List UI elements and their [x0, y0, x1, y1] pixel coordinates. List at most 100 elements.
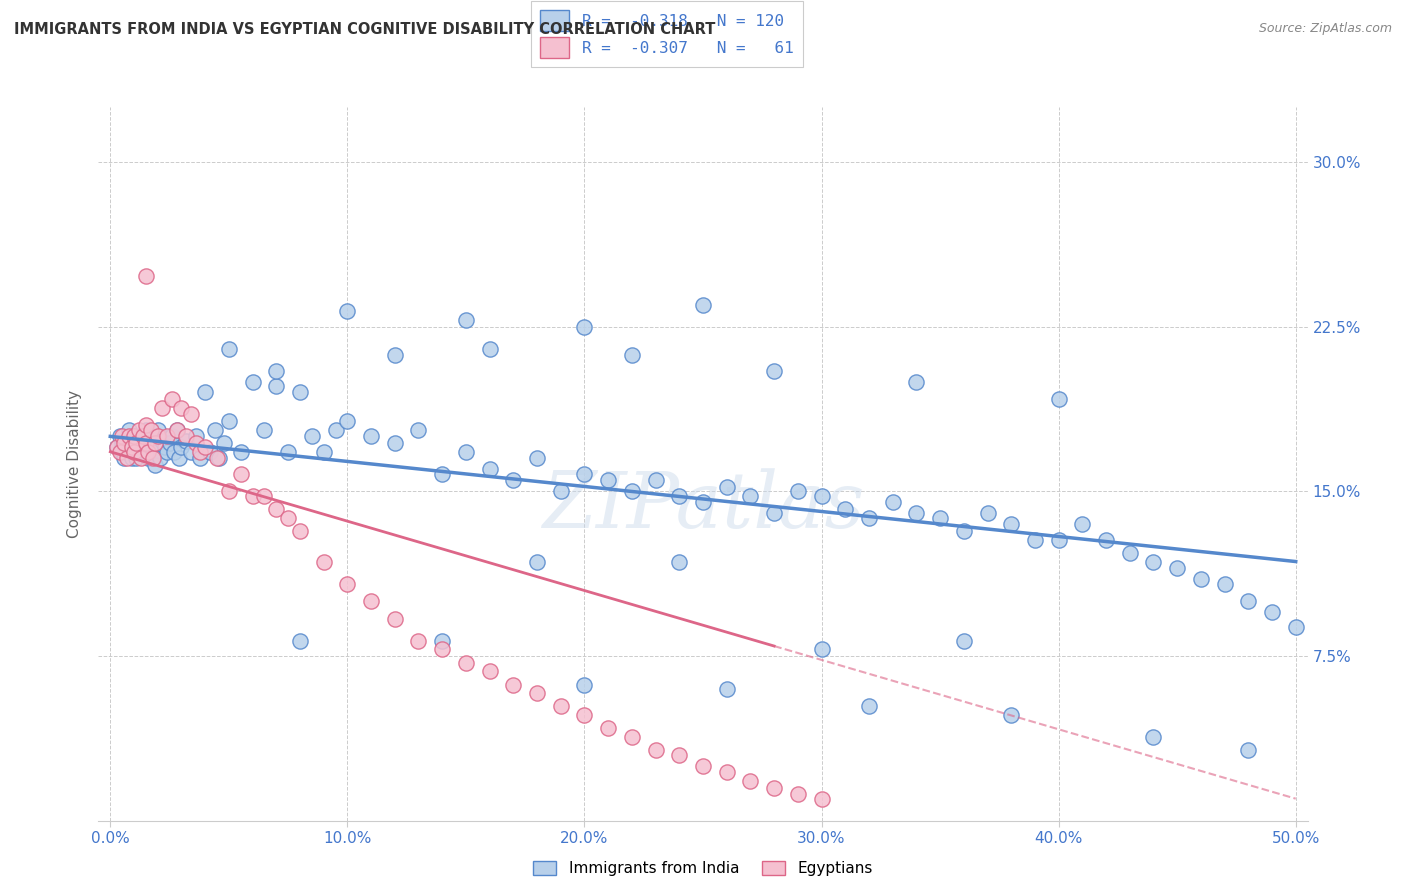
Point — [408, 423, 430, 437]
Point — [105, 441, 128, 455]
Point — [108, 429, 131, 443]
Point — [574, 319, 596, 334]
Point — [810, 489, 832, 503]
Point — [1119, 546, 1142, 560]
Point — [1142, 730, 1164, 744]
Point — [125, 436, 148, 450]
Point — [384, 436, 406, 450]
Point — [218, 484, 240, 499]
Point — [129, 451, 152, 466]
Point — [763, 780, 786, 795]
Point — [122, 436, 145, 450]
Point — [905, 375, 928, 389]
Point — [135, 436, 157, 450]
Point — [929, 510, 952, 524]
Point — [156, 444, 179, 458]
Point — [312, 444, 335, 458]
Point — [194, 441, 217, 455]
Point — [668, 555, 690, 569]
Point — [432, 642, 454, 657]
Point — [644, 743, 666, 757]
Point — [149, 451, 172, 466]
Point — [167, 451, 190, 466]
Point — [384, 348, 406, 362]
Point — [1189, 572, 1212, 586]
Point — [142, 444, 165, 458]
Point — [763, 363, 786, 377]
Point — [550, 484, 572, 499]
Point — [170, 401, 193, 415]
Point — [1000, 708, 1022, 723]
Point — [1047, 533, 1070, 547]
Point — [190, 451, 212, 466]
Point — [118, 429, 141, 443]
Point — [146, 429, 169, 443]
Point — [135, 418, 157, 433]
Point — [163, 444, 186, 458]
Point — [526, 555, 548, 569]
Y-axis label: Cognitive Disability: Cognitive Disability — [67, 390, 83, 538]
Point — [198, 444, 221, 458]
Point — [152, 434, 174, 448]
Point — [152, 401, 174, 415]
Point — [325, 423, 347, 437]
Point — [502, 473, 524, 487]
Point — [153, 441, 176, 455]
Point — [763, 506, 786, 520]
Point — [264, 379, 287, 393]
Legend: R =  -0.318   N = 120, R =  -0.307   N =   61: R = -0.318 N = 120, R = -0.307 N = 61 — [530, 1, 803, 68]
Point — [136, 444, 159, 458]
Point — [174, 429, 197, 443]
Point — [454, 313, 477, 327]
Point — [114, 451, 136, 466]
Point — [336, 414, 359, 428]
Point — [264, 501, 287, 516]
Point — [432, 467, 454, 481]
Point — [142, 429, 165, 443]
Point — [384, 612, 406, 626]
Point — [810, 642, 832, 657]
Point — [218, 414, 240, 428]
Point — [976, 506, 998, 520]
Point — [716, 681, 738, 696]
Point — [952, 633, 974, 648]
Point — [128, 423, 150, 437]
Point — [135, 269, 157, 284]
Point — [204, 423, 226, 437]
Point — [146, 423, 169, 437]
Point — [408, 633, 430, 648]
Point — [301, 429, 323, 443]
Point — [478, 342, 501, 356]
Point — [242, 375, 264, 389]
Point — [132, 429, 155, 443]
Point — [952, 524, 974, 538]
Point — [336, 576, 359, 591]
Point — [143, 436, 166, 450]
Point — [288, 385, 311, 400]
Text: IMMIGRANTS FROM INDIA VS EGYPTIAN COGNITIVE DISABILITY CORRELATION CHART: IMMIGRANTS FROM INDIA VS EGYPTIAN COGNIT… — [14, 22, 716, 37]
Legend: Immigrants from India, Egyptians: Immigrants from India, Egyptians — [527, 855, 879, 882]
Point — [180, 444, 202, 458]
Point — [277, 444, 299, 458]
Point — [184, 429, 207, 443]
Point — [668, 747, 690, 762]
Point — [122, 444, 145, 458]
Point — [132, 434, 155, 448]
Point — [253, 423, 276, 437]
Point — [122, 429, 145, 443]
Point — [598, 722, 620, 736]
Point — [264, 363, 287, 377]
Point — [716, 765, 738, 780]
Point — [190, 444, 212, 458]
Point — [1237, 594, 1260, 608]
Point — [882, 495, 904, 509]
Point — [170, 441, 193, 455]
Point — [1261, 605, 1284, 619]
Point — [1285, 620, 1308, 634]
Point — [108, 444, 131, 458]
Point — [139, 436, 162, 450]
Point — [208, 451, 231, 466]
Point — [114, 436, 136, 450]
Point — [122, 444, 145, 458]
Point — [115, 451, 138, 466]
